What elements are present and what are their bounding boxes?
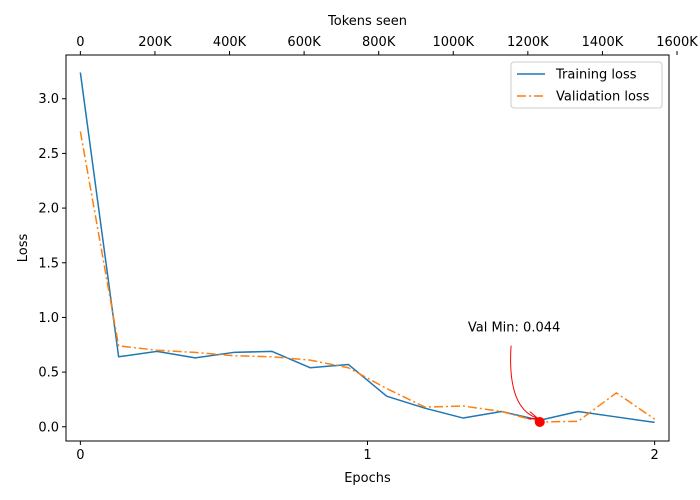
top-tick-label: 1600K (656, 35, 698, 50)
top-tick-label: 1200K (507, 35, 549, 50)
y-tick-label: 0.5 (38, 366, 59, 381)
legend-box (510, 61, 663, 109)
series-layer (79, 72, 656, 424)
x-tick-label: 0 (76, 448, 84, 463)
x-tick-label: 1 (363, 448, 371, 463)
y-tick-label: 1.5 (38, 256, 59, 271)
top-tick-label: 800K (362, 35, 396, 50)
left-axis-ticks: 0.0 0.5 1.0 1.5 2.0 2.5 3.0 (38, 92, 66, 435)
series-line-validation (79, 131, 656, 423)
x-axis-title: Epochs (344, 471, 391, 486)
y-tick-label: 3.0 (38, 92, 59, 107)
annotation-arrow (510, 345, 537, 418)
top-tick-label: 1000K (432, 35, 474, 50)
top-axis-ticks: 0 200K 400K 600K 800K 1000K 1200K 1400K 1600K (76, 35, 698, 55)
y-axis-title: Loss (16, 234, 31, 263)
top-tick-label: 0 (76, 35, 84, 50)
y-tick-label: 1.0 (38, 311, 59, 326)
top-tick-label: 600K (287, 35, 321, 50)
series-line-training (79, 72, 655, 424)
top-tick-label: 1400K (582, 35, 624, 50)
bottom-axis-ticks: 0 1 2 (76, 441, 659, 463)
top-tick-label: 400K (213, 35, 247, 50)
val-min-marker (534, 416, 545, 427)
top-tick-label: 200K (138, 35, 172, 50)
y-tick-label: 2.5 (38, 147, 59, 162)
plot-area-frame (65, 54, 670, 442)
legend-label-validation: Validation loss (556, 90, 650, 105)
legend-label-training: Training loss (555, 68, 637, 83)
y-tick-label: 2.0 (38, 202, 59, 217)
top-axis-title: Tokens seen (327, 14, 407, 29)
annotation-layer: Val Min: 0.044 (468, 321, 560, 427)
legend: Training loss Validation loss (510, 61, 663, 109)
x-tick-label: 2 (651, 448, 659, 463)
annotation-label: Val Min: 0.044 (468, 321, 560, 336)
y-tick-label: 0.0 (38, 420, 59, 435)
